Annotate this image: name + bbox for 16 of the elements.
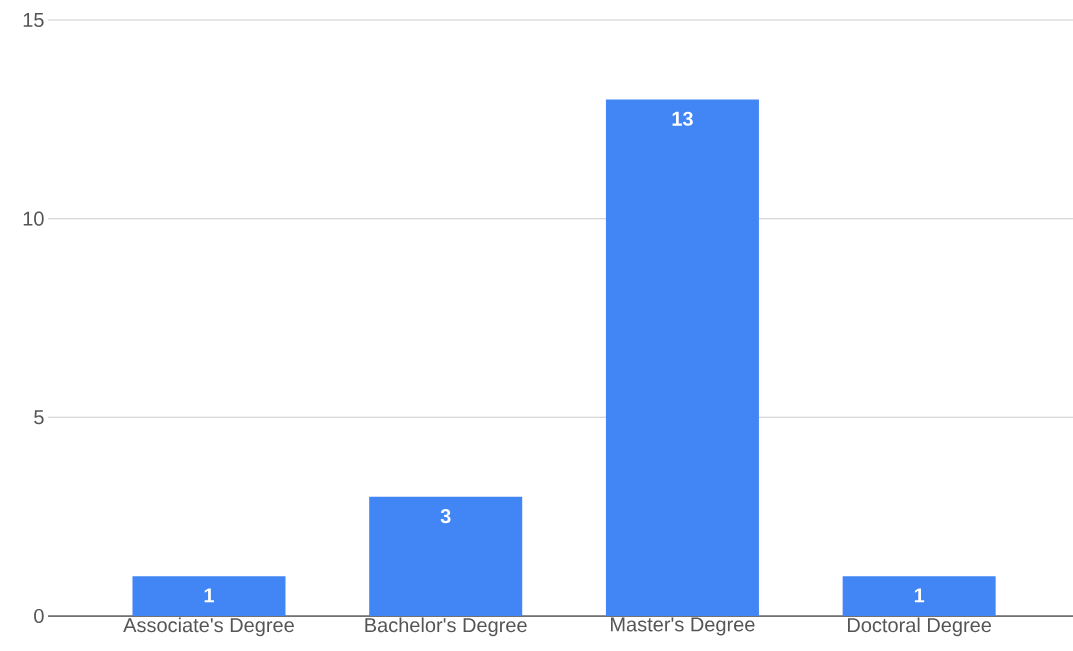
x-tick-label: Doctoral Degree bbox=[847, 617, 992, 637]
bar bbox=[132, 576, 286, 616]
bar bbox=[605, 99, 759, 616]
data-label: 3 bbox=[440, 509, 451, 524]
y-tick-label: 10 bbox=[23, 211, 44, 226]
x-tick-label: Bachelor's Degree bbox=[365, 617, 527, 637]
data-label: 13 bbox=[672, 111, 693, 126]
x-tick-label: Master's Degree bbox=[611, 617, 755, 636]
y-tick-label: 5 bbox=[34, 410, 44, 425]
bar bbox=[369, 496, 523, 616]
y-tick-label: 0 bbox=[34, 608, 44, 624]
bar bbox=[842, 576, 996, 616]
data-label: 1 bbox=[204, 588, 214, 603]
x-tick-label: Associate's Degree bbox=[123, 617, 294, 637]
y-tick-label: 15 bbox=[23, 13, 44, 27]
data-label: 1 bbox=[914, 588, 925, 603]
